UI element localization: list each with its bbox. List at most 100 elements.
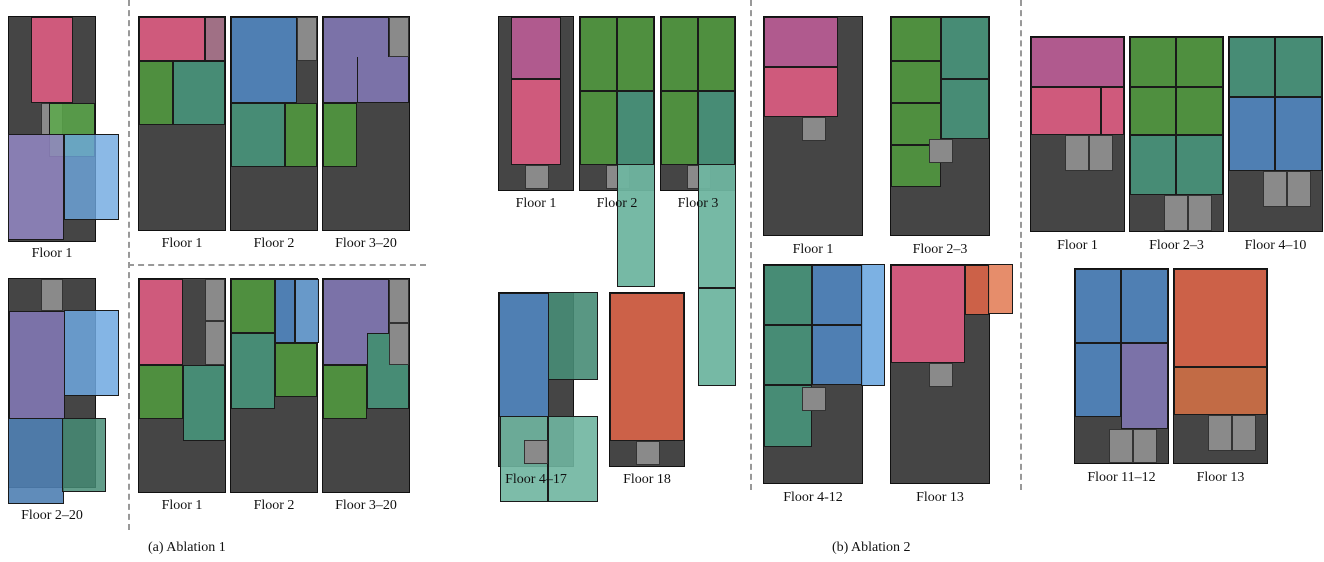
- room-pink: [31, 17, 73, 103]
- floorplan-a1-r2-f2: [230, 278, 319, 493]
- room-blue-overhang: [861, 264, 885, 386]
- room-blue-overhang: [64, 310, 119, 396]
- room-pink: [1031, 87, 1101, 135]
- floor-label: Floor 2–3: [912, 242, 968, 257]
- separator-b-left: [750, 0, 752, 490]
- room-teal: [1229, 37, 1275, 97]
- floor-label: Floor 2: [596, 196, 638, 211]
- room-blue-overhang: [64, 134, 119, 220]
- floor-label: Floor 3: [677, 196, 719, 211]
- room-teal: [764, 265, 812, 325]
- room-green: [891, 61, 941, 103]
- room-blue-overhang: [295, 279, 319, 343]
- room-blue: [1275, 97, 1322, 171]
- floor-label: Floor 4–17: [505, 472, 567, 487]
- floor-label: Floor 2: [253, 236, 295, 251]
- room-blue: [812, 325, 862, 385]
- room-orange: [1174, 269, 1267, 367]
- floorplan-a2-g1-f5: [609, 292, 685, 467]
- room-teal-overhang: [698, 164, 736, 288]
- stair: [1188, 195, 1212, 231]
- room-pink: [764, 67, 838, 117]
- stair: [802, 387, 826, 411]
- floor-label: Floor 1: [161, 236, 203, 251]
- floor-label: Floor 13: [916, 490, 964, 505]
- room-teal-overhang: [548, 416, 598, 502]
- stair: [1208, 415, 1232, 451]
- room-green: [617, 17, 654, 91]
- room-green: [661, 17, 698, 91]
- floorplan-a1-r2-f3: [322, 278, 410, 493]
- stair: [1089, 135, 1113, 171]
- room-blue: [812, 265, 862, 325]
- room-green: [661, 91, 698, 165]
- room-purple: [1121, 343, 1168, 429]
- room-green: [1130, 37, 1176, 87]
- floor-label: Floor 1: [1057, 238, 1098, 253]
- room-green: [139, 365, 183, 419]
- room-teal: [1176, 135, 1223, 195]
- floorplan-a1-r1-f2: [230, 16, 318, 231]
- stair: [1109, 429, 1133, 463]
- room-teal-overhang: [62, 418, 106, 492]
- room-green: [1176, 87, 1223, 135]
- room-purple-ext: [357, 57, 409, 103]
- floorplan-a1-r1-f1: [138, 16, 226, 231]
- room-teal: [231, 103, 285, 167]
- room-magenta: [1031, 37, 1124, 87]
- room-pink: [139, 279, 183, 365]
- room-blue: [1075, 343, 1121, 417]
- room-magenta: [511, 17, 561, 79]
- room-teal: [183, 365, 225, 441]
- room-pink: [139, 17, 205, 61]
- stair: [802, 117, 826, 141]
- room-blue: [1229, 97, 1275, 171]
- room-orange: [965, 265, 989, 315]
- room-teal-overhang: [548, 292, 598, 380]
- floor-label: Floor 4-12: [783, 490, 843, 505]
- stair: [1164, 195, 1188, 231]
- room-green: [139, 61, 173, 125]
- room-pink: [891, 265, 965, 363]
- stair: [1065, 135, 1089, 171]
- room-brown-orange: [1174, 367, 1267, 415]
- floor-label: Floor 3–20: [335, 236, 397, 251]
- room-teal: [173, 61, 225, 125]
- room-teal: [1275, 37, 1322, 97]
- room-green: [891, 17, 941, 61]
- floorplan-a2-g2-f4: [890, 264, 990, 484]
- stair: [297, 17, 317, 61]
- room-orange: [610, 293, 684, 441]
- stair: [389, 279, 409, 323]
- room-teal: [941, 17, 989, 79]
- floor-label: Floor 2: [253, 498, 295, 513]
- room-green: [1176, 37, 1223, 87]
- stair: [929, 363, 953, 387]
- floorplan-a2-g3-f2: [1129, 36, 1224, 232]
- room-teal: [764, 325, 812, 385]
- room-green: [323, 103, 357, 167]
- caption-ablation-1: (a) Ablation 1: [148, 540, 226, 555]
- floorplan-a2-g2-f2: [890, 16, 990, 236]
- floor-label: Floor 4–10: [1244, 238, 1307, 253]
- stair: [1287, 171, 1311, 207]
- floor-label: Floor 1: [792, 242, 834, 257]
- floor-label: Floor 1: [515, 196, 557, 211]
- floorplan-a2-g3-f3: [1228, 36, 1323, 232]
- caption-ablation-2: (b) Ablation 2: [832, 540, 911, 555]
- floorplan-a1-r2-f1: [138, 278, 226, 493]
- room-green: [275, 343, 317, 397]
- floorplan-a2-g1-f3: [660, 16, 736, 191]
- stair: [636, 441, 660, 465]
- stair: [1263, 171, 1287, 207]
- room-magenta: [764, 17, 838, 67]
- floorplan-a2-g1-f1: [498, 16, 574, 191]
- room-green: [323, 365, 367, 419]
- stair: [41, 279, 63, 311]
- stair: [524, 440, 548, 464]
- separator-a-horizontal: [128, 264, 426, 266]
- floor-label: Floor 1: [161, 498, 203, 513]
- room-green: [698, 17, 735, 91]
- floorplan-a2-g2-f1: [763, 16, 863, 236]
- room-blue: [1121, 269, 1168, 343]
